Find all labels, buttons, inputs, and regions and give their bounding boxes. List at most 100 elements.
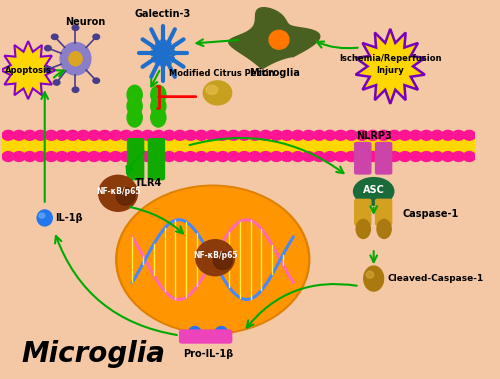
Ellipse shape <box>269 30 289 49</box>
Circle shape <box>378 152 390 161</box>
Circle shape <box>56 130 68 140</box>
Circle shape <box>56 152 68 161</box>
Circle shape <box>93 34 100 39</box>
FancyBboxPatch shape <box>180 330 232 343</box>
Circle shape <box>52 34 58 39</box>
Circle shape <box>131 130 143 140</box>
Circle shape <box>88 152 100 161</box>
Circle shape <box>334 152 347 161</box>
Circle shape <box>72 25 79 30</box>
Text: IL-1β: IL-1β <box>55 213 83 223</box>
Circle shape <box>163 152 175 161</box>
Text: Apoptosis: Apoptosis <box>4 66 52 75</box>
Ellipse shape <box>188 327 202 340</box>
Circle shape <box>463 152 475 161</box>
Circle shape <box>345 130 358 140</box>
Circle shape <box>54 80 60 85</box>
Ellipse shape <box>127 97 142 116</box>
Text: Pro-IL-1β: Pro-IL-1β <box>183 349 233 359</box>
Text: NF-κB/p65: NF-κB/p65 <box>193 251 238 260</box>
Circle shape <box>24 152 36 161</box>
Polygon shape <box>356 29 425 104</box>
Circle shape <box>195 130 207 140</box>
Circle shape <box>313 152 326 161</box>
Circle shape <box>260 130 272 140</box>
Ellipse shape <box>356 219 370 238</box>
Circle shape <box>13 130 25 140</box>
Text: Modified Citrus Pectin: Modified Citrus Pectin <box>170 69 275 78</box>
FancyBboxPatch shape <box>376 199 392 225</box>
FancyBboxPatch shape <box>354 143 371 174</box>
Circle shape <box>248 152 261 161</box>
Circle shape <box>366 130 379 140</box>
Circle shape <box>93 78 100 83</box>
Circle shape <box>163 130 175 140</box>
Text: NF-κB/p65: NF-κB/p65 <box>96 187 140 196</box>
FancyBboxPatch shape <box>354 199 371 225</box>
Text: Microglia: Microglia <box>249 68 300 78</box>
Ellipse shape <box>214 327 228 340</box>
Circle shape <box>452 130 464 140</box>
Ellipse shape <box>204 81 232 105</box>
Circle shape <box>34 152 46 161</box>
Circle shape <box>174 152 186 161</box>
Circle shape <box>24 130 36 140</box>
Ellipse shape <box>150 97 166 116</box>
Circle shape <box>228 130 239 140</box>
Circle shape <box>324 130 336 140</box>
Circle shape <box>431 130 444 140</box>
Text: Neuron: Neuron <box>65 17 105 27</box>
Circle shape <box>410 130 422 140</box>
Circle shape <box>356 152 368 161</box>
Circle shape <box>270 152 282 161</box>
Ellipse shape <box>364 266 384 291</box>
Text: Ischemia/Reperfusion
Injury: Ischemia/Reperfusion Injury <box>339 54 442 75</box>
Circle shape <box>260 152 272 161</box>
FancyBboxPatch shape <box>128 139 144 180</box>
Circle shape <box>302 130 314 140</box>
Text: TLR4: TLR4 <box>135 178 162 188</box>
Polygon shape <box>0 41 56 99</box>
Ellipse shape <box>60 42 91 75</box>
Circle shape <box>152 130 164 140</box>
Circle shape <box>313 130 326 140</box>
Circle shape <box>120 152 132 161</box>
Circle shape <box>110 152 122 161</box>
Circle shape <box>302 152 314 161</box>
Ellipse shape <box>118 187 308 332</box>
Circle shape <box>98 130 111 140</box>
Circle shape <box>442 152 454 161</box>
Circle shape <box>420 152 432 161</box>
Circle shape <box>356 130 368 140</box>
Ellipse shape <box>213 252 232 269</box>
Circle shape <box>44 45 51 51</box>
Circle shape <box>206 130 218 140</box>
Circle shape <box>2 130 14 140</box>
Circle shape <box>228 152 239 161</box>
Ellipse shape <box>116 188 135 205</box>
Ellipse shape <box>150 108 166 127</box>
Circle shape <box>184 130 196 140</box>
Circle shape <box>281 152 293 161</box>
Circle shape <box>184 152 196 161</box>
Circle shape <box>345 152 358 161</box>
Circle shape <box>45 152 58 161</box>
Circle shape <box>88 130 100 140</box>
Circle shape <box>2 152 14 161</box>
Text: NLRP3: NLRP3 <box>356 132 392 141</box>
Circle shape <box>34 130 46 140</box>
FancyBboxPatch shape <box>2 138 476 154</box>
Ellipse shape <box>150 85 166 104</box>
Ellipse shape <box>98 175 138 211</box>
Circle shape <box>45 130 58 140</box>
Text: Galectin-3: Galectin-3 <box>135 9 191 19</box>
Circle shape <box>334 130 347 140</box>
Circle shape <box>292 152 304 161</box>
Circle shape <box>216 152 229 161</box>
Text: Microglia: Microglia <box>21 340 165 368</box>
Circle shape <box>66 152 79 161</box>
Ellipse shape <box>127 108 142 127</box>
Ellipse shape <box>377 219 391 238</box>
Ellipse shape <box>354 178 394 205</box>
Circle shape <box>238 152 250 161</box>
